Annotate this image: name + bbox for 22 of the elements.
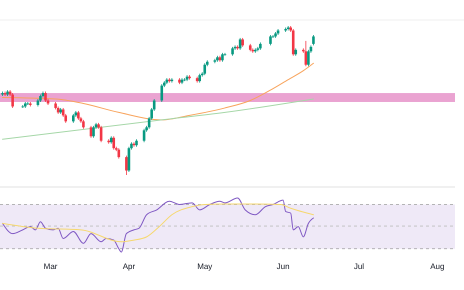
candlestick <box>160 84 164 102</box>
candlestick <box>125 155 128 176</box>
x-tick-label: Aug <box>430 262 444 271</box>
candlestick <box>118 148 120 160</box>
candlestick <box>203 62 206 76</box>
candlestick <box>92 125 95 138</box>
x-tick-label: Mar <box>44 262 58 271</box>
x-tick-label: Apr <box>122 262 136 271</box>
candlestick <box>304 40 308 67</box>
candlestick <box>100 125 102 143</box>
candlestick <box>90 125 92 138</box>
candlestick <box>307 49 310 67</box>
x-tick-label: Jun <box>276 262 290 271</box>
candlestick <box>128 146 130 172</box>
candlestick <box>292 28 295 56</box>
candlestick <box>112 136 116 150</box>
x-tick-label: May <box>197 262 212 271</box>
candlestick <box>142 128 146 143</box>
candlestick <box>269 34 272 46</box>
candlestick <box>312 34 315 46</box>
x-tick-label: Jul <box>354 262 364 271</box>
candlestick <box>238 38 242 50</box>
